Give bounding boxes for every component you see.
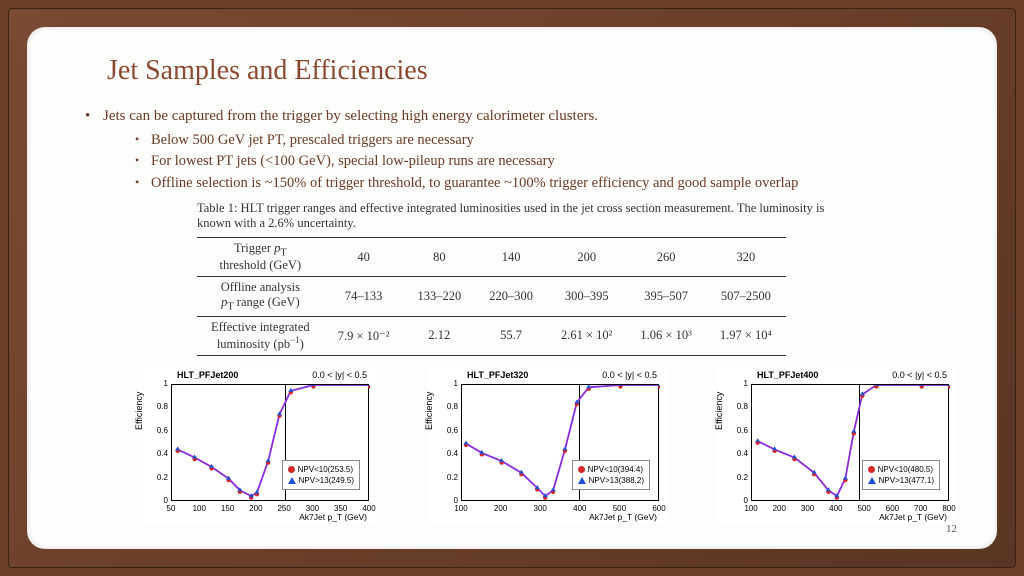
slide-frame: Jet Samples and Efficiencies Jets can be…	[8, 8, 1016, 568]
chart-title: HLT_PFJet200	[177, 370, 238, 380]
table-cell: 40	[324, 237, 404, 277]
chart-subtitle: 0.0 < |y| < 0.5	[892, 370, 947, 380]
table-cell: 133–220	[403, 277, 475, 317]
efficiency-chart: HLT_PFJet200 0.0 < |y| < 0.5 Efficiency …	[137, 368, 377, 523]
chart-ylabel: Efficiency	[424, 392, 434, 430]
table-cell: 260	[626, 237, 705, 277]
table-r1-label: Trigger pTthreshold (GeV)	[197, 237, 324, 277]
page-number: 12	[946, 523, 957, 535]
table-cell: 320	[706, 237, 786, 277]
bullet-main: Jets can be captured from the trigger by…	[85, 105, 957, 195]
chart-plot: NPV<10(253.5) NPV>13(249.5)	[171, 384, 369, 501]
table-cell: 2.12	[403, 316, 475, 355]
page-title: Jet Samples and Efficiencies	[107, 55, 957, 87]
chart-ylabel: Efficiency	[714, 392, 724, 430]
table-r3-label: Effective integratedluminosity (pb−1)	[197, 316, 324, 355]
table-cell: 395–507	[626, 277, 705, 317]
chart-title: HLT_PFJet400	[757, 370, 818, 380]
table-cell: 507–2500	[706, 277, 786, 317]
efficiency-chart: HLT_PFJet400 0.0 < |y| < 0.5 Efficiency …	[717, 368, 957, 523]
trigger-table: Trigger pTthreshold (GeV) 40 80 140 200 …	[197, 237, 786, 356]
table-cell: 80	[403, 237, 475, 277]
chart-title: HLT_PFJet320	[467, 370, 528, 380]
chart-plot: NPV<10(394.4) NPV>13(388.2)	[461, 384, 659, 501]
table-cell: 1.06 × 10³	[626, 316, 705, 355]
chart-legend: NPV<10(253.5) NPV>13(249.5)	[282, 460, 360, 490]
chart-subtitle: 0.0 < |y| < 0.5	[602, 370, 657, 380]
bullet-sub-3: Offline selection is ~150% of trigger th…	[135, 173, 957, 195]
chart-xlabel: Ak7Jet p_T (GeV)	[589, 512, 657, 522]
bullet-sub-1: Below 500 GeV jet PT, prescaled triggers…	[135, 130, 957, 152]
table-cell: 200	[547, 237, 626, 277]
efficiency-chart: HLT_PFJet320 0.0 < |y| < 0.5 Efficiency …	[427, 368, 667, 523]
table-r2-label: Offline analysispT range (GeV)	[197, 277, 324, 317]
chart-plot: NPV<10(480.5) NPV>13(477.1)	[751, 384, 949, 501]
table-cell: 2.61 × 10²	[547, 316, 626, 355]
chart-ylabel: Efficiency	[134, 392, 144, 430]
table-block: Table 1: HLT trigger ranges and effectiv…	[197, 201, 957, 356]
chart-subtitle: 0.0 < |y| < 0.5	[312, 370, 367, 380]
charts-row: HLT_PFJet200 0.0 < |y| < 0.5 Efficiency …	[137, 368, 957, 523]
table-cell: 1.97 × 10⁴	[706, 316, 786, 355]
table-cell: 74–133	[324, 277, 404, 317]
table-caption: Table 1: HLT trigger ranges and effectiv…	[197, 201, 837, 231]
table-cell: 300–395	[547, 277, 626, 317]
table-cell: 7.9 × 10⁻²	[324, 316, 404, 355]
chart-xlabel: Ak7Jet p_T (GeV)	[299, 512, 367, 522]
bullet-sub-2: For lowest PT jets (<100 GeV), special l…	[135, 151, 957, 173]
chart-xlabel: Ak7Jet p_T (GeV)	[879, 512, 947, 522]
chart-legend: NPV<10(480.5) NPV>13(477.1)	[862, 460, 940, 490]
slide-content: Jet Samples and Efficiencies Jets can be…	[27, 27, 997, 549]
bullet-main-text: Jets can be captured from the trigger by…	[103, 108, 598, 124]
table-cell: 220–300	[475, 277, 547, 317]
chart-legend: NPV<10(394.4) NPV>13(388.2)	[572, 460, 650, 490]
table-cell: 55.7	[475, 316, 547, 355]
table-cell: 140	[475, 237, 547, 277]
